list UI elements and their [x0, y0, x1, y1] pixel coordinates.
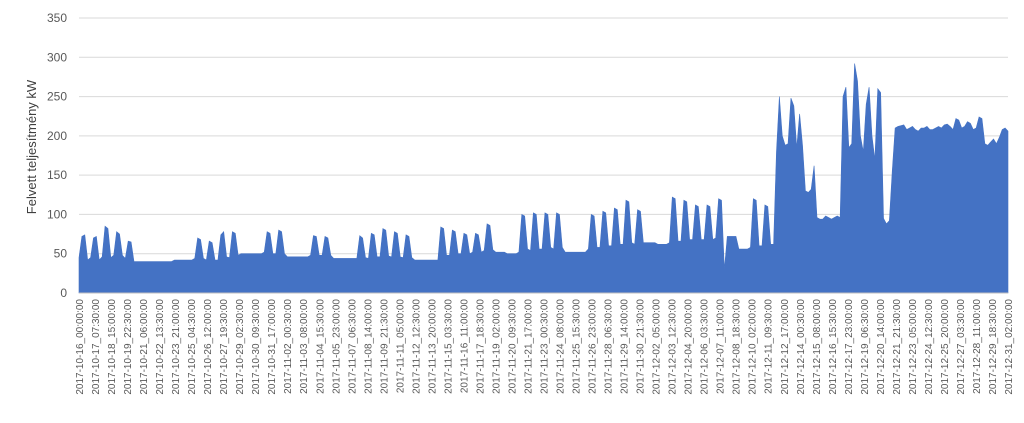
x-tick-label: 2017-12-24_12:30:00 [924, 299, 935, 395]
x-tick-label: 2017-12-16_15:30:00 [828, 299, 839, 395]
y-tick-label: 50 [54, 247, 68, 261]
x-tick-label: 2017-12-07_11:00:00 [716, 299, 727, 394]
x-tick-label: 2017-11-05_23:00:00 [331, 299, 342, 394]
x-tick-label: 2017-11-21_17:00:00 [523, 299, 534, 394]
x-tick-labels: 2017-10-16_00:00:00 2017-10-17_07:30:00 20… [75, 299, 1015, 395]
x-tick-label: 2017-11-19_02:00:00 [491, 299, 502, 394]
y-axis-label: Felvett teljesítmény kW [24, 79, 39, 214]
x-tick-label: 2017-11-09_21:30:00 [379, 299, 390, 394]
x-tick-label: 2017-10-31_17:00:00 [267, 299, 278, 395]
x-tick-label: 2017-10-29_02:30:00 [235, 299, 246, 395]
x-tick-label: 2017-12-17_23:00:00 [844, 299, 855, 395]
x-tick-label: 2017-10-17_07:30:00 [91, 299, 102, 395]
y-tick-label: 250 [47, 90, 67, 104]
x-tick-label: 2017-12-06_03:30:00 [700, 299, 711, 395]
x-tick-label: 2017-10-21_06:00:00 [139, 299, 150, 395]
x-tick-label: 2017-11-29_14:00:00 [620, 299, 631, 394]
x-tick-label: 2017-12-03_12:30:00 [668, 299, 679, 395]
y-tick-label: 300 [47, 50, 67, 64]
y-tick-label: 100 [47, 207, 67, 221]
x-tick-label: 2017-12-08_18:30:00 [732, 299, 743, 395]
x-tick-label: 2017-12-10_02:00:00 [748, 299, 759, 395]
x-tick-label: 2017-11-20_09:30:00 [507, 299, 518, 394]
x-tick-label: 2017-12-25_20:00:00 [940, 299, 951, 395]
x-tick-label: 2017-10-25_04:30:00 [187, 299, 198, 395]
x-tick-label: 2017-12-02_05:00:00 [652, 299, 663, 395]
gridlines [79, 17, 1008, 255]
x-tick-label: 2017-11-12_12:30:00 [411, 299, 422, 394]
x-tick-label: 2017-12-19_06:30:00 [860, 299, 871, 395]
x-tick-label: 2017-11-30_21:30:00 [636, 299, 647, 394]
x-tick-label: 2017-11-04_15:30:00 [315, 299, 326, 394]
x-tick-label: 2017-10-30_09:30:00 [251, 299, 262, 395]
power-series-area [78, 63, 1009, 294]
x-tick-label: 2017-11-15_03:30:00 [443, 299, 454, 394]
x-tick-label: 2017-12-21_21:30:00 [892, 299, 903, 395]
x-tick-label: 2017-11-02_00:30:00 [283, 299, 294, 394]
x-tick-label: 2017-12-28_11:00:00 [972, 299, 983, 394]
x-tick-label: 2017-11-16_11:00:00 [459, 299, 470, 394]
x-tick-label: 2017-12-11_09:30:00 [764, 299, 775, 394]
x-tick-label: 2017-11-13_20:00:00 [427, 299, 438, 394]
x-tick-label: 2017-11-07_06:30:00 [347, 299, 358, 394]
x-tick-label: 2017-12-15_08:00:00 [812, 299, 823, 395]
x-tick-label: 2017-11-26_23:00:00 [588, 299, 599, 394]
x-tick-label: 2017-12-29_18:30:00 [988, 299, 999, 395]
x-tick-label: 2017-10-19_22:30:00 [123, 299, 134, 395]
y-tick-label: 0 [60, 286, 67, 300]
x-tick-label: 2017-10-26_12:00:00 [203, 299, 214, 395]
x-tick-label: 2017-12-31_02:00:00 [1004, 299, 1015, 395]
series-area [78, 63, 1009, 294]
x-tick-label: 2017-12-20_14:00:00 [876, 299, 887, 395]
x-tick-label: 2017-11-25_15:30:00 [572, 299, 583, 394]
x-tick-label: 2017-10-23_21:00:00 [171, 299, 182, 395]
x-tick-label: 2017-11-24_08:00:00 [556, 299, 567, 394]
x-tick-label: 2017-12-14_00:30:00 [796, 299, 807, 395]
x-tick-label: 2017-10-27_19:30:00 [219, 299, 230, 395]
y-tick-labels: 0 50 100 150 200 250 300 350 [47, 11, 67, 300]
x-tick-label: 2017-11-11_05:00:00 [395, 299, 406, 394]
y-tick-label: 350 [47, 11, 67, 25]
x-tick-label: 2017-11-03_08:00:00 [299, 299, 310, 394]
x-tick-label: 2017-10-16_00:00:00 [75, 299, 86, 395]
y-tick-label: 150 [47, 168, 67, 182]
x-tick-label: 2017-10-22_13:30:00 [155, 299, 166, 395]
x-tick-label: 2017-12-27_03:30:00 [956, 299, 967, 395]
x-tick-label: 2017-12-23_05:00:00 [908, 299, 919, 395]
x-tick-label: 2017-12-12_17:00:00 [780, 299, 791, 395]
x-tick-label: 2017-11-17_18:30:00 [475, 299, 486, 394]
x-tick-label: 2017-11-28_06:30:00 [604, 299, 615, 394]
x-tick-label: 2017-11-08_14:00:00 [363, 299, 374, 394]
x-tick-label: 2017-11-23_00:30:00 [540, 299, 551, 394]
x-tick-label: 2017-10-18_15:00:00 [107, 299, 118, 395]
x-tick-label: 2017-12-04_20:00:00 [684, 299, 695, 395]
y-tick-label: 200 [47, 129, 67, 143]
